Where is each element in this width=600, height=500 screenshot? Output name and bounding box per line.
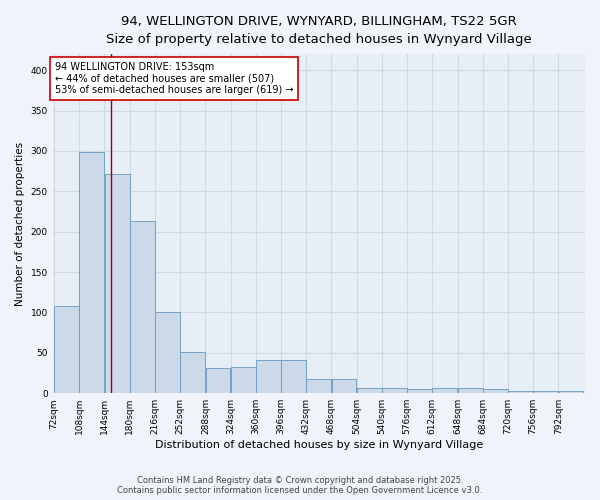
Bar bbox=[206, 368, 230, 393]
Bar bbox=[332, 378, 356, 393]
Bar bbox=[433, 388, 457, 393]
Bar bbox=[181, 352, 205, 393]
Bar bbox=[382, 388, 407, 393]
Bar bbox=[104, 174, 130, 393]
Title: 94, WELLINGTON DRIVE, WYNYARD, BILLINGHAM, TS22 5GR
Size of property relative to: 94, WELLINGTON DRIVE, WYNYARD, BILLINGHA… bbox=[106, 15, 532, 46]
Bar bbox=[559, 391, 583, 393]
X-axis label: Distribution of detached houses by size in Wynyard Village: Distribution of detached houses by size … bbox=[155, 440, 483, 450]
Bar bbox=[483, 389, 508, 393]
Bar bbox=[256, 360, 281, 393]
Bar bbox=[533, 391, 558, 393]
Bar bbox=[508, 391, 533, 393]
Bar bbox=[281, 360, 306, 393]
Bar bbox=[79, 152, 104, 393]
Y-axis label: Number of detached properties: Number of detached properties bbox=[15, 142, 25, 306]
Bar bbox=[407, 389, 432, 393]
Bar bbox=[155, 312, 180, 393]
Text: Contains HM Land Registry data © Crown copyright and database right 2025.
Contai: Contains HM Land Registry data © Crown c… bbox=[118, 476, 482, 495]
Bar bbox=[458, 388, 482, 393]
Bar bbox=[231, 366, 256, 393]
Text: 94 WELLINGTON DRIVE: 153sqm
← 44% of detached houses are smaller (507)
53% of se: 94 WELLINGTON DRIVE: 153sqm ← 44% of det… bbox=[55, 62, 293, 96]
Bar bbox=[357, 388, 382, 393]
Bar bbox=[130, 221, 155, 393]
Bar bbox=[307, 378, 331, 393]
Bar bbox=[54, 306, 79, 393]
